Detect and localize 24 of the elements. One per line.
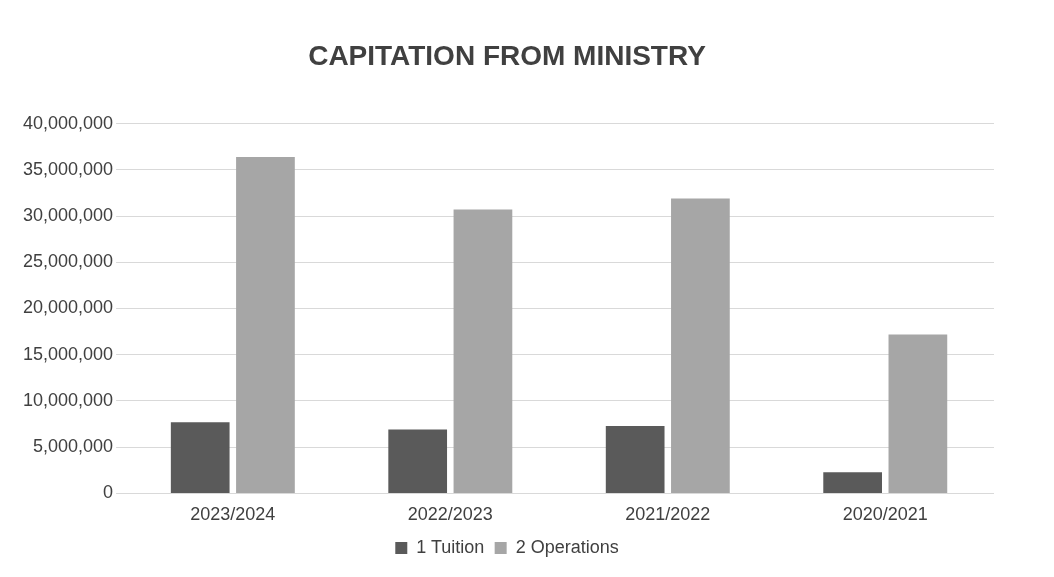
y-tick-label: 40,000,000 [22, 112, 114, 133]
bar [170, 422, 230, 493]
y-tick-label: 20,000,000 [22, 297, 114, 318]
legend-label: 2 Operations [515, 536, 619, 557]
bar [605, 425, 665, 493]
bar [453, 209, 513, 493]
x-tick-label: 2021/2022 [625, 504, 711, 525]
y-tick-label: 25,000,000 [22, 251, 114, 272]
bar [388, 429, 448, 493]
x-tick-label: 2023/2024 [190, 504, 276, 525]
bar [236, 156, 295, 493]
y-tick-label: 0 [103, 482, 114, 503]
bar [823, 472, 882, 493]
y-tick-label: 30,000,000 [22, 205, 114, 226]
y-tick-label: 5,000,000 [33, 436, 114, 457]
chart-title: CAPITATION FROM MINISTRY [308, 39, 707, 71]
bar [888, 334, 948, 493]
x-tick-label: 2022/2023 [407, 504, 493, 525]
bar [671, 198, 730, 493]
y-tick-label: 35,000,000 [22, 158, 114, 179]
x-tick-label: 2020/2021 [842, 504, 928, 525]
legend-label: 1 Tuition [416, 536, 485, 557]
y-tick-label: 10,000,000 [22, 389, 114, 410]
y-tick-label: 15,000,000 [22, 343, 114, 364]
